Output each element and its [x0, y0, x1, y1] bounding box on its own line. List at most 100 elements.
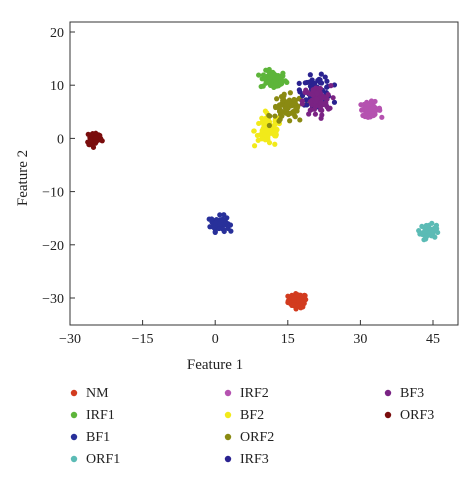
series-irf2 — [358, 98, 385, 120]
data-point — [251, 143, 258, 149]
data-point — [303, 296, 309, 303]
series-orf3 — [85, 130, 105, 150]
data-point — [296, 87, 302, 93]
data-point — [421, 237, 427, 243]
data-point — [277, 107, 283, 114]
data-point — [291, 295, 297, 301]
legend-item-orf3: ORF3 — [384, 408, 434, 423]
data-point — [422, 228, 428, 235]
data-point — [262, 119, 268, 125]
data-point — [317, 85, 323, 92]
data-point — [304, 102, 310, 108]
data-point — [265, 134, 271, 140]
data-point — [310, 92, 316, 98]
data-point — [272, 113, 278, 119]
points-layer — [85, 66, 441, 312]
data-point — [259, 136, 265, 142]
data-point — [288, 110, 294, 116]
legend-marker — [224, 389, 232, 397]
legend-item-orf1: ORF1 — [70, 452, 120, 467]
data-point — [267, 113, 273, 119]
data-point — [324, 78, 330, 84]
data-point — [372, 108, 378, 114]
data-point — [285, 293, 291, 299]
data-point — [379, 114, 385, 120]
legend-label: ORF3 — [400, 408, 434, 423]
series-orf1 — [416, 220, 441, 243]
data-point — [265, 79, 271, 85]
data-point — [272, 130, 279, 136]
data-point — [282, 78, 288, 84]
legend-item-irf1: IRF1 — [70, 408, 115, 423]
data-point — [290, 302, 296, 308]
y-tick-label: −30 — [42, 292, 64, 307]
data-point — [359, 107, 365, 113]
data-point — [213, 220, 219, 226]
data-point — [280, 97, 286, 104]
legend-marker — [70, 455, 78, 463]
legend-marker — [384, 411, 392, 419]
legend-item-nm: NM — [70, 386, 109, 401]
legend-marker — [384, 389, 392, 397]
data-point — [276, 118, 282, 124]
data-point — [277, 111, 284, 117]
data-point — [318, 100, 324, 106]
data-point — [296, 80, 302, 87]
legend-label: IRF3 — [240, 452, 269, 467]
data-point — [314, 96, 320, 102]
y-tick-label: −20 — [42, 239, 64, 254]
y-tick-label: −10 — [42, 186, 64, 201]
data-point — [307, 79, 313, 85]
legend-label: NM — [86, 386, 109, 401]
x-tick-label: 0 — [212, 332, 219, 347]
x-axis-label: Feature 1 — [187, 357, 243, 373]
data-point — [297, 117, 303, 123]
data-point — [257, 132, 263, 138]
series-irf1 — [256, 66, 290, 91]
data-point — [228, 228, 234, 234]
data-point — [322, 74, 328, 80]
data-point — [291, 96, 297, 103]
data-point — [287, 90, 293, 96]
y-tick-label: 0 — [57, 132, 64, 147]
data-point — [307, 107, 313, 113]
data-point — [286, 99, 292, 105]
data-point — [294, 105, 300, 111]
legend-marker — [70, 411, 78, 419]
data-point — [419, 223, 425, 229]
data-point — [364, 102, 370, 109]
data-point — [266, 122, 272, 129]
data-point — [429, 220, 435, 226]
data-point — [269, 72, 275, 78]
data-point — [221, 212, 227, 218]
series-bf2 — [251, 108, 283, 149]
x-tick-label: 30 — [353, 332, 367, 347]
data-point — [280, 70, 286, 76]
legend-marker — [70, 389, 78, 397]
data-point — [97, 132, 103, 139]
data-point — [272, 141, 278, 147]
data-point — [274, 96, 280, 102]
data-point — [273, 81, 279, 87]
y-tick-label: 10 — [50, 79, 64, 94]
data-point — [256, 72, 262, 78]
data-point — [93, 138, 99, 145]
legend-item-irf3: IRF3 — [224, 452, 269, 467]
data-point — [259, 127, 265, 134]
legend-label: IRF1 — [86, 408, 115, 423]
legend-item-bf3: BF3 — [384, 386, 424, 401]
data-point — [260, 83, 266, 89]
data-point — [217, 212, 223, 218]
data-point — [212, 229, 218, 235]
data-point — [225, 222, 232, 228]
data-point — [327, 105, 333, 111]
data-point — [295, 292, 301, 298]
y-axis: 20 10 0 −10 −20 −30 — [42, 26, 75, 307]
data-point — [370, 103, 377, 109]
series-bf3 — [299, 83, 336, 121]
data-point — [210, 223, 216, 230]
x-tick-label: 15 — [281, 332, 295, 347]
data-point — [317, 107, 324, 113]
x-tick-label: 45 — [426, 332, 440, 347]
